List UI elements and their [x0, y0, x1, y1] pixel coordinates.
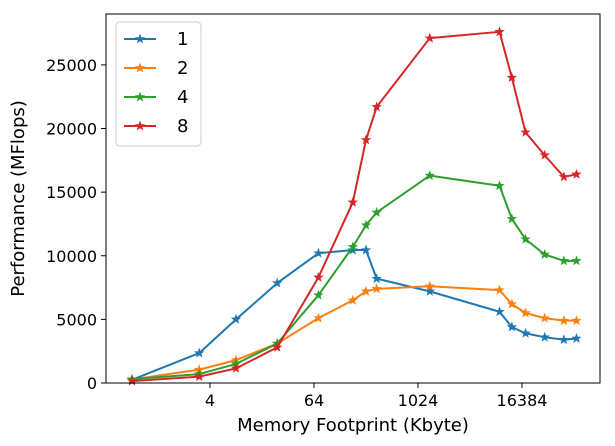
data-point: [271, 277, 283, 288]
data-point: [371, 283, 382, 294]
x-axis-label: Memory Footprint (Kbyte): [237, 415, 469, 436]
data-point: [558, 334, 570, 345]
legend-label: 2: [177, 58, 188, 79]
data-point: [371, 207, 382, 217]
data-point: [371, 101, 382, 112]
data-point: [360, 244, 372, 255]
y-axis-label: Performance (MFlops): [8, 100, 29, 297]
data-point: [539, 331, 550, 342]
data-point: [424, 280, 435, 291]
plot-frame: [105, 13, 601, 384]
data-point: [193, 371, 205, 382]
y-tick-label: 10000: [46, 247, 97, 266]
data-point: [494, 180, 505, 191]
y-tick-label: 5000: [56, 310, 97, 329]
data-point: [539, 149, 550, 160]
legend-marker: [134, 120, 146, 131]
data-point: [313, 312, 324, 323]
legend-label: 8: [177, 116, 188, 137]
data-point: [506, 213, 518, 224]
data-point: [506, 72, 518, 83]
data-point: [558, 315, 570, 326]
legend-marker: [134, 91, 146, 102]
data-point: [571, 332, 582, 343]
y-tick-label: 20000: [46, 120, 97, 139]
data-point: [360, 134, 372, 145]
data-point: [558, 171, 570, 182]
data-point: [424, 285, 435, 296]
data-point: [494, 306, 505, 317]
data-point: [558, 255, 570, 266]
legend-label: 1: [177, 29, 188, 50]
x-tick-label: 16384: [497, 391, 548, 410]
data-point: [424, 32, 435, 43]
data-point: [230, 362, 242, 373]
y-tick-label: 25000: [46, 56, 97, 75]
plot-lines: [126, 26, 582, 386]
data-point: [347, 241, 358, 252]
x-axis-ticks: 4 64 1024 16384: [205, 383, 548, 410]
data-point: [494, 26, 505, 37]
data-point: [271, 341, 283, 352]
x-tick-label: 1024: [398, 391, 439, 410]
data-point: [520, 327, 531, 338]
data-point: [571, 315, 582, 326]
data-point: [230, 313, 242, 324]
data-point: [371, 273, 382, 284]
legend-marker: [134, 62, 146, 73]
data-point: [424, 170, 435, 181]
legend-marker: [134, 33, 146, 44]
data-point: [313, 247, 324, 258]
y-tick-label: 0: [87, 374, 97, 393]
data-point: [313, 271, 324, 282]
data-point: [347, 196, 358, 207]
y-axis-ticks: 0 5000 10000 15000 20000 25000: [46, 56, 106, 393]
data-point: [571, 255, 582, 266]
data-point: [539, 312, 550, 323]
data-point: [193, 347, 205, 358]
data-point: [494, 284, 505, 295]
data-point: [520, 126, 531, 137]
data-point: [506, 298, 518, 309]
data-point: [313, 289, 324, 300]
legend-box: [115, 21, 202, 147]
series-line-4: [131, 174, 577, 381]
legend: 1 2 4 8: [115, 21, 202, 147]
y-tick-label: 15000: [46, 183, 97, 202]
data-point: [506, 321, 518, 332]
data-point: [520, 307, 531, 318]
data-point: [360, 219, 372, 230]
series-line-1: [131, 249, 577, 381]
data-point: [539, 249, 550, 259]
x-tick-label: 64: [304, 391, 324, 410]
data-point: [520, 233, 531, 244]
legend-label: 4: [177, 87, 188, 108]
data-point: [347, 294, 358, 305]
data-point: [360, 285, 372, 296]
data-point: [571, 168, 582, 179]
data-point: [347, 244, 358, 255]
x-tick-label: 4: [205, 391, 215, 410]
